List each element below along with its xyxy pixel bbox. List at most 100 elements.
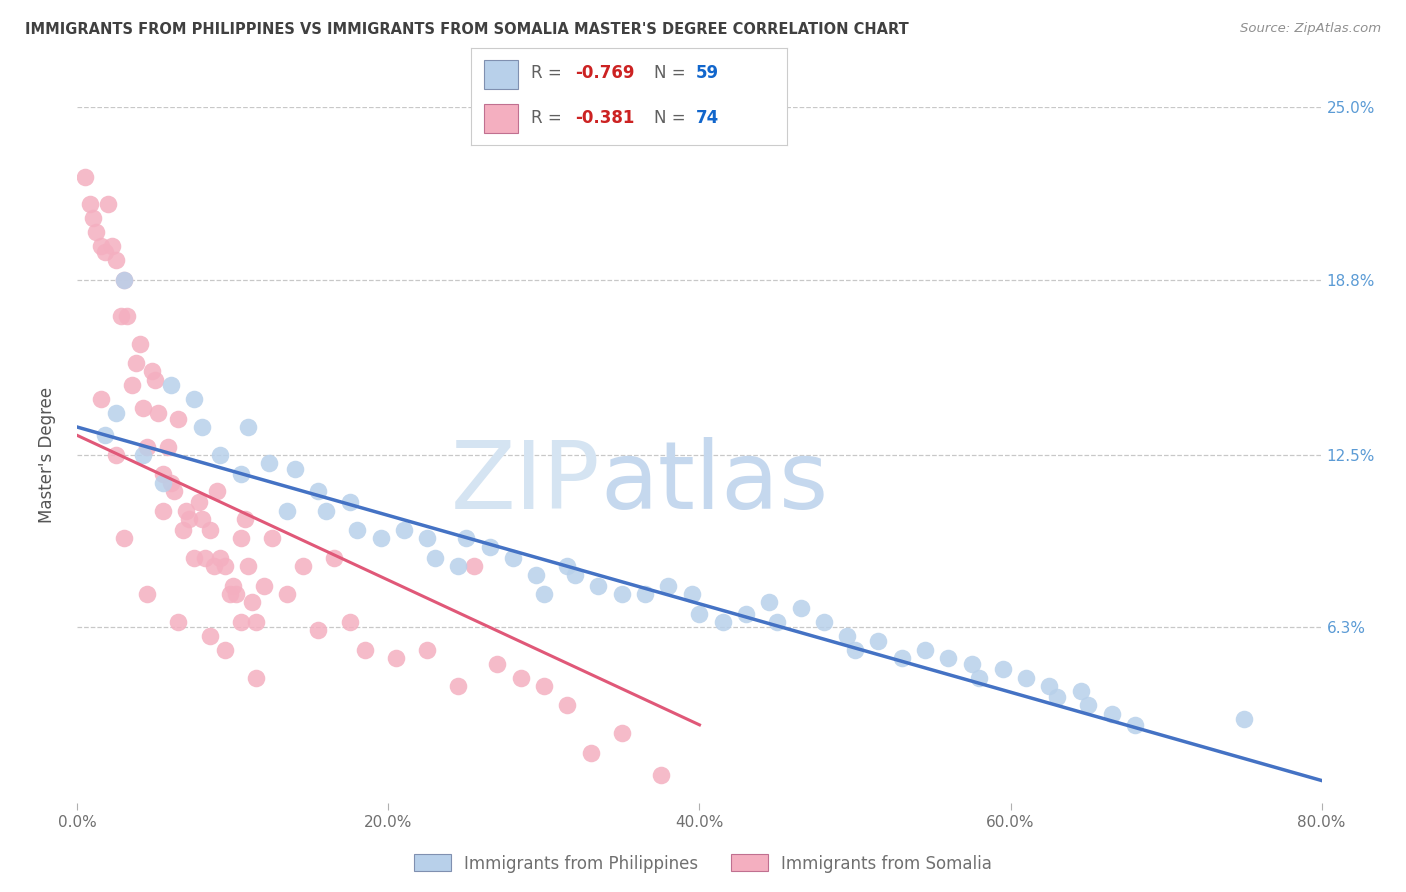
Point xyxy=(136,587,159,601)
Point xyxy=(143,373,166,387)
Point xyxy=(167,411,190,425)
Point xyxy=(209,550,232,565)
Point xyxy=(969,671,991,685)
Point xyxy=(533,587,555,601)
Text: N =: N = xyxy=(655,109,692,127)
Point xyxy=(478,540,501,554)
Point xyxy=(610,587,633,601)
Point xyxy=(1101,706,1123,721)
Point xyxy=(339,495,361,509)
Point xyxy=(110,309,132,323)
Point xyxy=(890,651,912,665)
Point xyxy=(257,456,280,470)
Text: atlas: atlas xyxy=(600,437,828,529)
Point xyxy=(416,642,439,657)
Point xyxy=(758,595,780,609)
Point xyxy=(152,467,174,482)
Point xyxy=(447,559,470,574)
Point xyxy=(323,550,346,565)
Point xyxy=(588,579,610,593)
Point xyxy=(447,679,470,693)
Point xyxy=(229,615,252,629)
Point xyxy=(136,440,159,454)
Point xyxy=(148,406,170,420)
Point xyxy=(194,550,217,565)
Point xyxy=(198,523,221,537)
Point xyxy=(307,484,329,499)
Point xyxy=(159,475,181,490)
Point xyxy=(128,336,150,351)
Point xyxy=(276,503,298,517)
Point xyxy=(225,587,247,601)
Point xyxy=(681,587,703,601)
Point xyxy=(385,651,408,665)
Bar xyxy=(484,60,519,88)
Point xyxy=(229,532,252,546)
Point xyxy=(245,615,267,629)
Point xyxy=(75,169,97,184)
Text: -0.769: -0.769 xyxy=(575,64,636,82)
Point xyxy=(240,595,263,609)
Point xyxy=(191,512,214,526)
Point xyxy=(172,523,194,537)
Point xyxy=(1038,679,1060,693)
Text: -0.381: -0.381 xyxy=(575,109,634,127)
Point xyxy=(253,579,276,593)
Point xyxy=(868,634,890,648)
Point xyxy=(1233,712,1256,726)
Point xyxy=(657,579,679,593)
Point xyxy=(163,484,186,499)
Point xyxy=(222,579,245,593)
Point xyxy=(346,523,368,537)
Point xyxy=(94,428,117,442)
Point xyxy=(1123,718,1146,732)
Bar xyxy=(484,104,519,133)
Point xyxy=(90,392,112,407)
Point xyxy=(183,392,205,407)
Point xyxy=(141,364,163,378)
Point xyxy=(486,657,509,671)
Point xyxy=(914,642,936,657)
Point xyxy=(97,197,120,211)
Text: 59: 59 xyxy=(696,64,718,82)
Point xyxy=(533,679,555,693)
Point xyxy=(524,567,547,582)
Point xyxy=(94,244,117,259)
Point xyxy=(152,503,174,517)
Point xyxy=(238,420,260,434)
Point xyxy=(207,484,229,499)
Point xyxy=(789,601,811,615)
Point xyxy=(634,587,657,601)
Point xyxy=(191,420,214,434)
Point xyxy=(125,356,148,370)
Point xyxy=(233,512,256,526)
Point xyxy=(509,671,531,685)
Point xyxy=(837,629,859,643)
Point xyxy=(307,624,329,638)
Point xyxy=(564,567,586,582)
Point xyxy=(202,559,225,574)
Y-axis label: Master's Degree: Master's Degree xyxy=(38,387,56,523)
Point xyxy=(112,272,135,286)
Legend: Immigrants from Philippines, Immigrants from Somalia: Immigrants from Philippines, Immigrants … xyxy=(408,847,998,880)
Point xyxy=(214,559,236,574)
Point xyxy=(245,671,267,685)
Point xyxy=(423,550,446,565)
Text: ZIP: ZIP xyxy=(450,437,600,529)
Point xyxy=(463,559,485,574)
Point xyxy=(502,550,524,565)
Point xyxy=(610,726,633,740)
Point xyxy=(416,532,439,546)
Point xyxy=(183,550,205,565)
Point xyxy=(991,662,1014,676)
Point xyxy=(112,272,135,286)
Point xyxy=(276,587,298,601)
Point xyxy=(579,746,602,760)
Text: R =: R = xyxy=(531,109,567,127)
Point xyxy=(650,768,672,782)
Point xyxy=(174,503,197,517)
Point xyxy=(291,559,314,574)
Point xyxy=(156,440,179,454)
Text: IMMIGRANTS FROM PHILIPPINES VS IMMIGRANTS FROM SOMALIA MASTER'S DEGREE CORRELATI: IMMIGRANTS FROM PHILIPPINES VS IMMIGRANT… xyxy=(25,22,910,37)
Point xyxy=(766,615,789,629)
